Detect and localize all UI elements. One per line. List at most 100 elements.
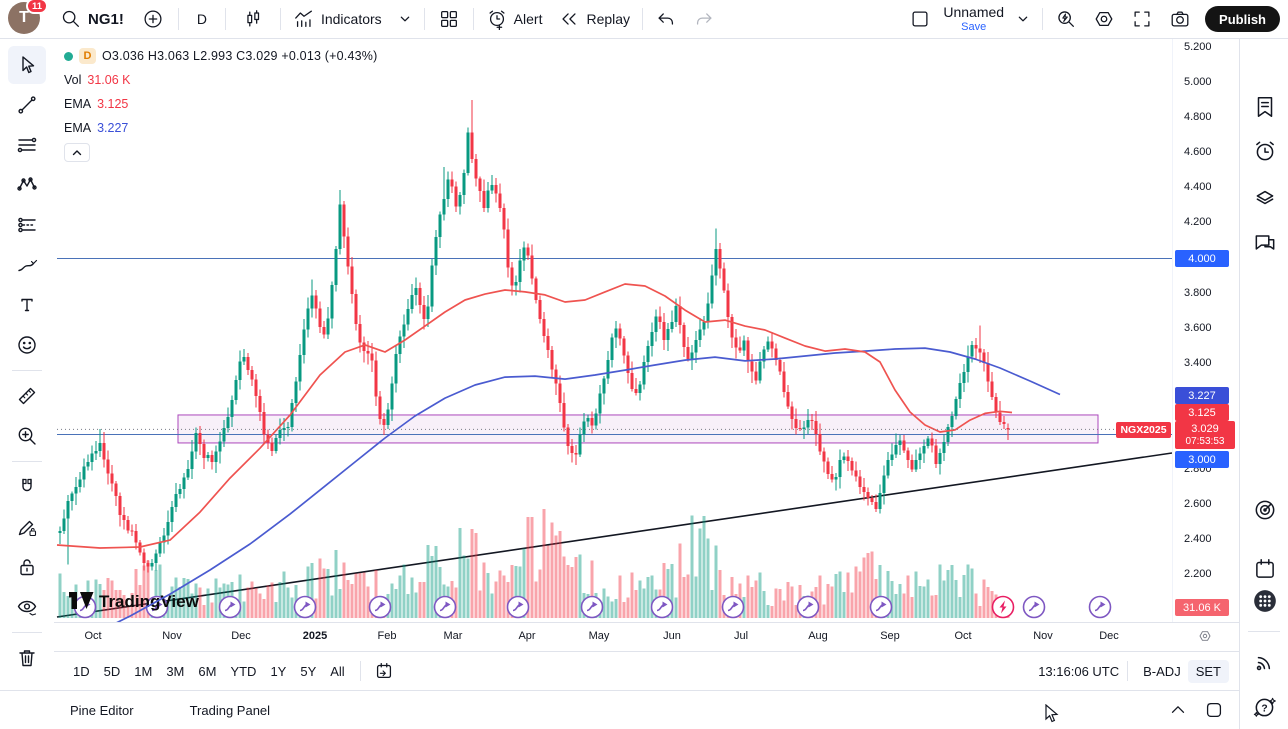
price-chart[interactable]: TradingView (54, 39, 1172, 622)
interval-button[interactable]: D (183, 3, 221, 35)
legend-ema2-row[interactable]: EMA 3.227 (64, 119, 377, 137)
projection-tool[interactable] (8, 206, 46, 244)
clock[interactable]: 13:16:06 UTC (1038, 663, 1120, 679)
alert-button[interactable]: Alert (478, 3, 551, 35)
object-tree-button[interactable] (1247, 179, 1283, 215)
range-1d-button[interactable]: 1D (66, 660, 97, 683)
alerts-icon (1256, 141, 1274, 161)
apps-button[interactable] (1247, 583, 1283, 619)
time-axis[interactable]: Oct Nov Dec 2025 Feb Mar Apr May Jun Jul Aug Sep Oct… (54, 622, 1239, 651)
indicators-label: Indicators (320, 11, 382, 27)
remove-drawings-tool[interactable] (8, 639, 46, 677)
cursor-tool[interactable] (8, 46, 46, 84)
range-6m-button[interactable]: 6M (191, 660, 223, 683)
search-icon (62, 10, 79, 27)
projection-icon (18, 217, 36, 233)
gear-icon (1199, 631, 1211, 641)
ruler-tool[interactable] (8, 377, 46, 415)
cursor-icon (22, 56, 35, 74)
restore-panel-icon[interactable] (1203, 699, 1225, 721)
time-tick: Aug (808, 630, 828, 642)
range-1y-button[interactable]: 1Y (263, 660, 293, 683)
text-icon (21, 298, 33, 312)
trend-line-tool[interactable] (8, 86, 46, 124)
price-tick: 5.200 (1184, 41, 1212, 53)
range-5y-button[interactable]: 5Y (293, 660, 323, 683)
ohlc-values: O3.036 H3.063 L2.993 C3.029 +0.013 (+0.4… (102, 49, 378, 63)
layout-menu-button[interactable] (1008, 3, 1038, 35)
drawing-mode-tool[interactable] (8, 508, 46, 546)
legend-volume-row[interactable]: Vol 31.06 K (64, 71, 377, 89)
price-tick: 3.600 (1184, 322, 1212, 334)
quick-search-button[interactable] (1047, 3, 1085, 35)
grid-layout-button[interactable] (429, 3, 469, 35)
right-sidebar: ? (1239, 39, 1288, 729)
range-all-button[interactable]: All (323, 660, 351, 683)
tradingview-watermark: TradingView (69, 592, 200, 611)
settlement-button[interactable]: SET (1187, 659, 1229, 683)
back-adjust-button[interactable]: B-ADJ (1136, 660, 1188, 683)
svg-text:?: ? (1261, 703, 1267, 714)
magnet-tool[interactable] (8, 468, 46, 506)
quick-search-icon (1058, 11, 1075, 27)
go-to-date-button[interactable] (369, 658, 399, 684)
collapse-panel-icon[interactable] (1167, 699, 1189, 721)
range-1m-button[interactable]: 1M (127, 660, 159, 683)
replay-button[interactable]: Replay (550, 3, 638, 35)
user-menu-button[interactable]: T 11 (8, 0, 48, 36)
publish-button[interactable]: Publish (1205, 6, 1280, 32)
redo-icon (697, 13, 712, 25)
price-tick: 2.200 (1184, 568, 1212, 580)
brush-tool[interactable] (8, 246, 46, 284)
trendline (56, 452, 1172, 618)
legend-main-row[interactable]: D O3.036 H3.063 L2.993 C3.029 +0.013 (+0… (64, 47, 377, 65)
emoji-tool[interactable] (8, 326, 46, 364)
range-3m-button[interactable]: 3M (159, 660, 191, 683)
broadcast-button[interactable] (1247, 644, 1283, 680)
range-ytd-button[interactable]: YTD (223, 660, 263, 683)
layout-square-icon (912, 11, 928, 27)
add-symbol-button[interactable] (132, 3, 174, 35)
axis-settings-button[interactable] (1194, 625, 1216, 647)
price-tick: 2.600 (1184, 498, 1212, 510)
range-5d-button[interactable]: 5D (97, 660, 128, 683)
drawing-toolbar (0, 39, 54, 690)
calendar-button[interactable] (1247, 551, 1283, 587)
fullscreen-icon (1134, 11, 1150, 27)
screenshot-button[interactable] (1161, 3, 1199, 35)
toolbar-divider (642, 8, 644, 30)
watchlist-icon (1257, 97, 1273, 117)
legend-collapse-button[interactable] (64, 143, 90, 162)
layout-button[interactable] (901, 3, 939, 35)
save-layout-button[interactable]: Unnamed Save (939, 4, 1008, 32)
settings-button[interactable] (1085, 3, 1123, 35)
chat-button[interactable] (1247, 225, 1283, 261)
fib-retracement-tool[interactable] (8, 126, 46, 164)
hide-drawings-tool[interactable] (8, 588, 46, 626)
help-button[interactable]: ? (1247, 689, 1283, 725)
screener-button[interactable] (1247, 492, 1283, 528)
indicators-button[interactable]: Indicators (285, 3, 390, 35)
redo-button[interactable] (685, 3, 723, 35)
legend-ema1-row[interactable]: EMA 3.125 (64, 95, 377, 113)
price-axis[interactable]: 5.200 5.000 4.800 4.600 4.400 4.200 3.800 3.600… (1172, 39, 1239, 622)
trading-panel-tab[interactable]: Trading Panel (182, 699, 278, 722)
symbol-search-button[interactable]: NG1! (52, 3, 132, 35)
lock-drawings-tool[interactable] (8, 548, 46, 586)
watchlist-button[interactable] (1247, 89, 1283, 125)
text-tool[interactable] (8, 286, 46, 324)
undo-button[interactable] (647, 3, 685, 35)
candlestick-icon (247, 10, 260, 27)
zoom-icon (18, 427, 36, 445)
indicator-templates-button[interactable] (390, 3, 420, 35)
chart-style-button[interactable] (230, 3, 276, 35)
fullscreen-button[interactable] (1123, 3, 1161, 35)
settings-gear-icon (1095, 11, 1113, 27)
pattern-tool[interactable] (8, 166, 46, 204)
pine-editor-tab[interactable]: Pine Editor (62, 699, 142, 722)
alerts-button[interactable] (1247, 133, 1283, 169)
zoom-in-tool[interactable] (8, 417, 46, 455)
toolbar-divider (177, 8, 179, 30)
chart-region: TradingView D O3.036 H3.063 L2.993 C3.02… (54, 39, 1239, 651)
time-tick: Jun (663, 630, 681, 642)
